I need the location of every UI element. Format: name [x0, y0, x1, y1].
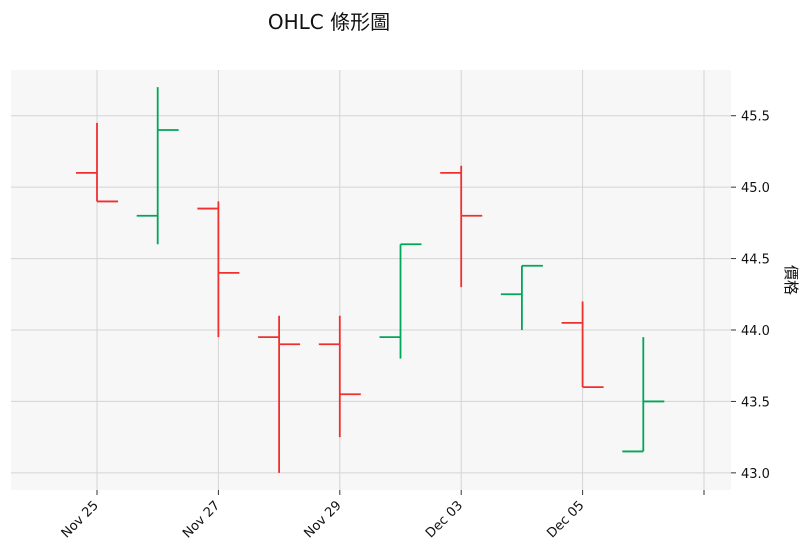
y-tick-label: 43.5	[741, 395, 770, 410]
ohlc-bar	[197, 201, 240, 338]
ohlc-bar	[500, 264, 543, 330]
ohlc-bar	[622, 337, 665, 453]
ohlc-bar	[258, 315, 301, 473]
x-tick-label: Dec 05	[544, 498, 587, 541]
ohlc-bar	[561, 301, 604, 389]
y-tick-label: 45.5	[741, 110, 770, 125]
plot-area	[11, 70, 731, 490]
ohlc-bar	[379, 243, 422, 359]
y-tick-label: 45.0	[741, 181, 770, 196]
x-tick-label: Dec 03	[423, 498, 466, 541]
y-tick-label: 44.0	[741, 324, 770, 339]
ohlc-bar	[440, 165, 483, 288]
y-axis-label: 價格	[782, 265, 800, 295]
chart-title: OHLC 條形圖	[267, 10, 391, 34]
y-tick-label: 43.0	[741, 467, 770, 482]
x-tick-label: Nov 29	[301, 498, 344, 541]
ohlc-bars	[76, 87, 665, 473]
ohlc-bar	[318, 315, 361, 438]
y-tick-label: 44.5	[741, 253, 770, 268]
x-axis: Nov 25 Nov 27 Nov 29 Dec 03 Dec 05	[59, 490, 705, 541]
ohlc-bar	[76, 122, 118, 203]
y-axis: 43.0 43.5 44.0 44.5 45.0 45.5	[731, 110, 770, 482]
x-tick-label: Nov 27	[180, 498, 223, 541]
ohlc-bar	[136, 87, 179, 245]
x-tick-label: Nov 25	[59, 498, 102, 541]
